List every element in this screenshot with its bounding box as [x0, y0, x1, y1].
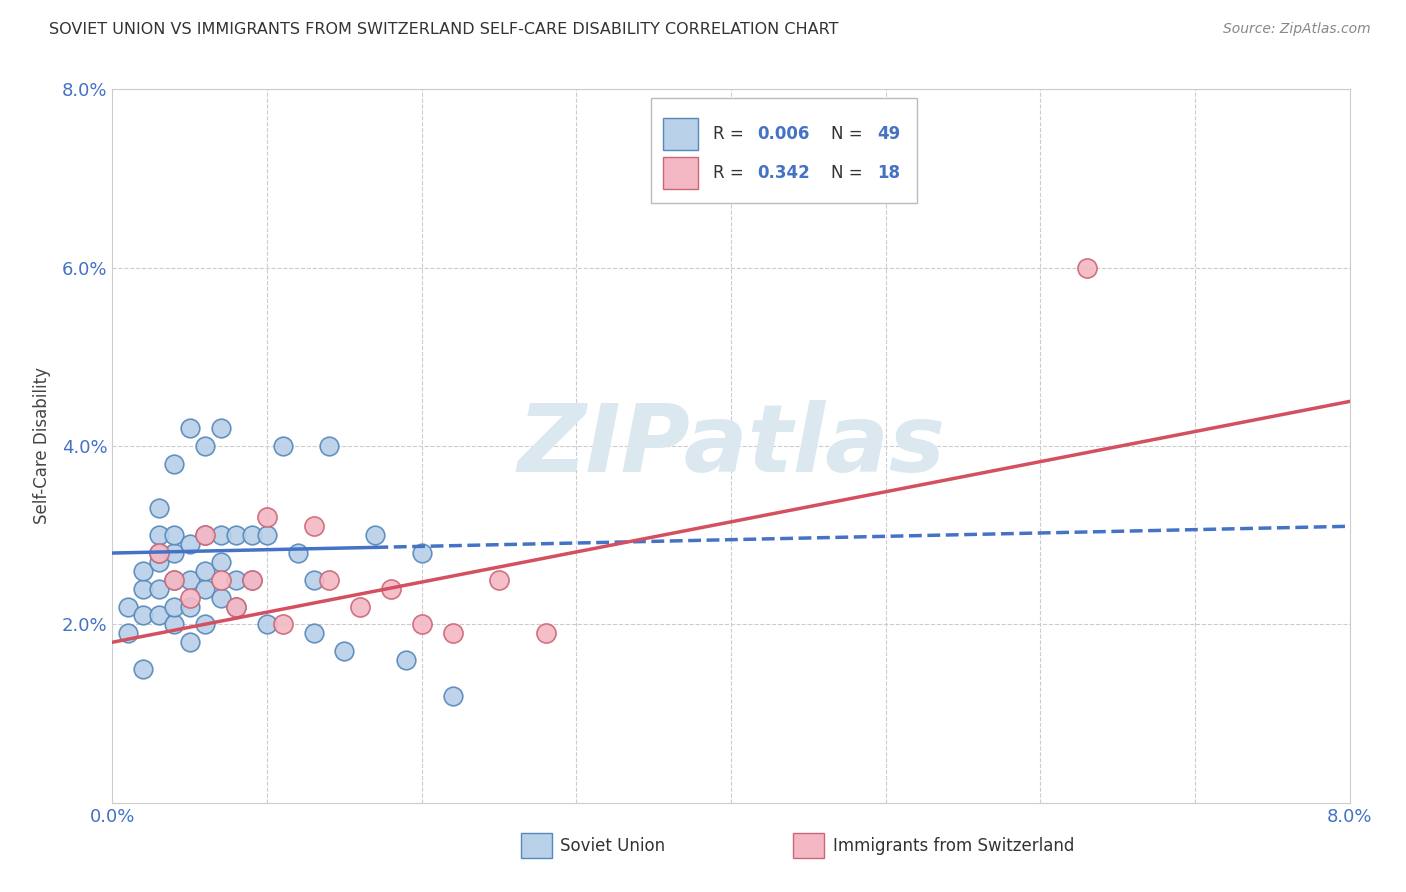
- Text: R =: R =: [713, 125, 748, 143]
- Point: [256, 617, 278, 632]
- Point: [148, 546, 170, 560]
- Text: N =: N =: [831, 164, 869, 182]
- Text: ZIPatlas: ZIPatlas: [517, 400, 945, 492]
- FancyBboxPatch shape: [664, 118, 697, 150]
- FancyBboxPatch shape: [793, 833, 824, 858]
- Point: [163, 546, 186, 560]
- Point: [1076, 260, 1098, 275]
- Text: 0.006: 0.006: [756, 125, 810, 143]
- Point: [194, 564, 217, 578]
- Point: [148, 555, 170, 569]
- Point: [148, 546, 170, 560]
- Point: [380, 582, 402, 596]
- Point: [209, 573, 232, 587]
- Point: [163, 573, 186, 587]
- Point: [163, 573, 186, 587]
- Text: Soviet Union: Soviet Union: [561, 837, 665, 855]
- Point: [209, 528, 232, 542]
- Point: [240, 573, 263, 587]
- Point: [117, 626, 139, 640]
- Point: [132, 662, 155, 676]
- Point: [132, 582, 155, 596]
- Point: [225, 599, 247, 614]
- Point: [411, 617, 433, 632]
- Point: [179, 599, 201, 614]
- Point: [240, 573, 263, 587]
- FancyBboxPatch shape: [651, 98, 917, 203]
- Text: Immigrants from Switzerland: Immigrants from Switzerland: [832, 837, 1074, 855]
- Point: [194, 582, 217, 596]
- Point: [302, 519, 325, 533]
- Text: R =: R =: [713, 164, 748, 182]
- Text: SOVIET UNION VS IMMIGRANTS FROM SWITZERLAND SELF-CARE DISABILITY CORRELATION CHA: SOVIET UNION VS IMMIGRANTS FROM SWITZERL…: [49, 22, 839, 37]
- Text: N =: N =: [831, 125, 869, 143]
- Point: [271, 617, 294, 632]
- Point: [163, 617, 186, 632]
- Point: [194, 617, 217, 632]
- Point: [256, 510, 278, 524]
- Point: [209, 421, 232, 435]
- Point: [148, 582, 170, 596]
- Point: [364, 528, 387, 542]
- Point: [148, 528, 170, 542]
- Point: [318, 439, 340, 453]
- Text: 18: 18: [877, 164, 900, 182]
- Point: [179, 635, 201, 649]
- Point: [132, 608, 155, 623]
- Text: 49: 49: [877, 125, 900, 143]
- Point: [287, 546, 309, 560]
- Text: Source: ZipAtlas.com: Source: ZipAtlas.com: [1223, 22, 1371, 37]
- Point: [318, 573, 340, 587]
- Point: [209, 591, 232, 605]
- Point: [534, 626, 557, 640]
- Point: [349, 599, 371, 614]
- Point: [163, 457, 186, 471]
- Point: [302, 626, 325, 640]
- Point: [302, 573, 325, 587]
- Text: 0.342: 0.342: [756, 164, 810, 182]
- FancyBboxPatch shape: [520, 833, 551, 858]
- Point: [194, 528, 217, 542]
- Point: [411, 546, 433, 560]
- Point: [163, 528, 186, 542]
- Point: [271, 439, 294, 453]
- Point: [225, 599, 247, 614]
- Point: [163, 599, 186, 614]
- Point: [225, 573, 247, 587]
- Point: [179, 537, 201, 551]
- Point: [441, 689, 464, 703]
- Point: [256, 528, 278, 542]
- Point: [194, 528, 217, 542]
- Point: [132, 564, 155, 578]
- FancyBboxPatch shape: [664, 157, 697, 189]
- Point: [225, 528, 247, 542]
- Point: [333, 644, 356, 658]
- Point: [148, 608, 170, 623]
- Point: [179, 591, 201, 605]
- Point: [395, 653, 418, 667]
- Point: [179, 421, 201, 435]
- Point: [194, 439, 217, 453]
- Point: [488, 573, 510, 587]
- Point: [179, 573, 201, 587]
- Point: [209, 555, 232, 569]
- Point: [240, 528, 263, 542]
- Point: [117, 599, 139, 614]
- Point: [148, 501, 170, 516]
- Y-axis label: Self-Care Disability: Self-Care Disability: [32, 368, 51, 524]
- Point: [441, 626, 464, 640]
